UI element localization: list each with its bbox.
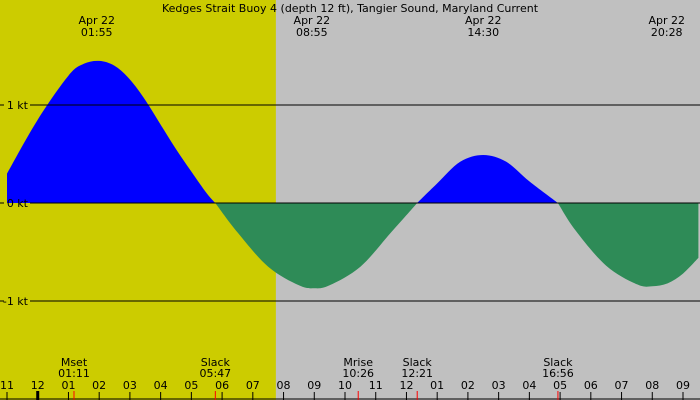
x-tick-label: 10 (338, 379, 352, 392)
annotation-date: Apr 22 (294, 14, 331, 27)
midnight-marker (36, 391, 40, 400)
annotation-date: Apr 22 (78, 14, 115, 27)
event-time: 05:47 (199, 367, 231, 380)
x-tick-label: 03 (492, 379, 506, 392)
x-tick-label: 04 (154, 379, 168, 392)
event-label: Slack (403, 356, 433, 369)
x-tick-label: 02 (461, 379, 475, 392)
y-tick-label: -1 kt (3, 295, 29, 308)
x-tick-label: 12 (31, 379, 45, 392)
annotation-time: 20:28 (651, 26, 683, 39)
event-label: Slack (201, 356, 231, 369)
current-areas (7, 60, 699, 289)
flood-area-2 (417, 155, 558, 203)
ebb-area-3 (557, 203, 699, 287)
x-tick-label: 08 (645, 379, 659, 392)
annotation-time: 14:30 (467, 26, 499, 39)
event-time: 16:56 (542, 367, 574, 380)
y-axis-labels: 1 kt 0 kt -1 kt (3, 99, 29, 308)
x-tick-label: 05 (553, 379, 567, 392)
x-tick-label: 08 (277, 379, 291, 392)
x-tick-label: 06 (584, 379, 598, 392)
x-tick-label: 03 (123, 379, 137, 392)
event-time: 10:26 (342, 367, 374, 380)
x-tick-label: 05 (184, 379, 198, 392)
x-tick-label: 12 (399, 379, 413, 392)
bottom-annotations: Mset01:11Slack05:47Mrise10:26Slack12:21S… (58, 356, 574, 380)
y-tick-label: 1 kt (7, 99, 29, 112)
x-tick-label: 09 (307, 379, 321, 392)
x-tick-label: 11 (0, 379, 14, 392)
flood-area-0 (7, 60, 216, 204)
y-tick-label: 0 kt (7, 197, 29, 210)
annotation-time: 01:55 (81, 26, 113, 39)
x-tick-label: 07 (246, 379, 260, 392)
ebb-area-1 (215, 203, 418, 289)
chart-title: Kedges Strait Buoy 4 (depth 12 ft), Tang… (162, 2, 539, 15)
x-tick-label: 11 (369, 379, 383, 392)
event-time: 01:11 (58, 367, 90, 380)
x-tick-label: 01 (61, 379, 75, 392)
x-tick-label: 07 (615, 379, 629, 392)
event-label: Mset (61, 356, 88, 369)
x-tick-label: 04 (522, 379, 536, 392)
x-tick-label: 06 (215, 379, 229, 392)
x-tick-label: 02 (92, 379, 106, 392)
x-axis-ticks: 11 12 01 02 03 04 05 06 07 08 09 10 11 12 01 02 03 04 05 06… (0, 379, 700, 400)
event-label: Slack (543, 356, 573, 369)
annotation-date: Apr 22 (648, 14, 685, 27)
event-label: Mrise (343, 356, 373, 369)
event-time: 12:21 (401, 367, 433, 380)
annotation-date: Apr 22 (465, 14, 502, 27)
x-tick-label: 01 (430, 379, 444, 392)
x-tick-label: 09 (676, 379, 690, 392)
annotation-time: 08:55 (296, 26, 328, 39)
gridlines (0, 104, 700, 302)
